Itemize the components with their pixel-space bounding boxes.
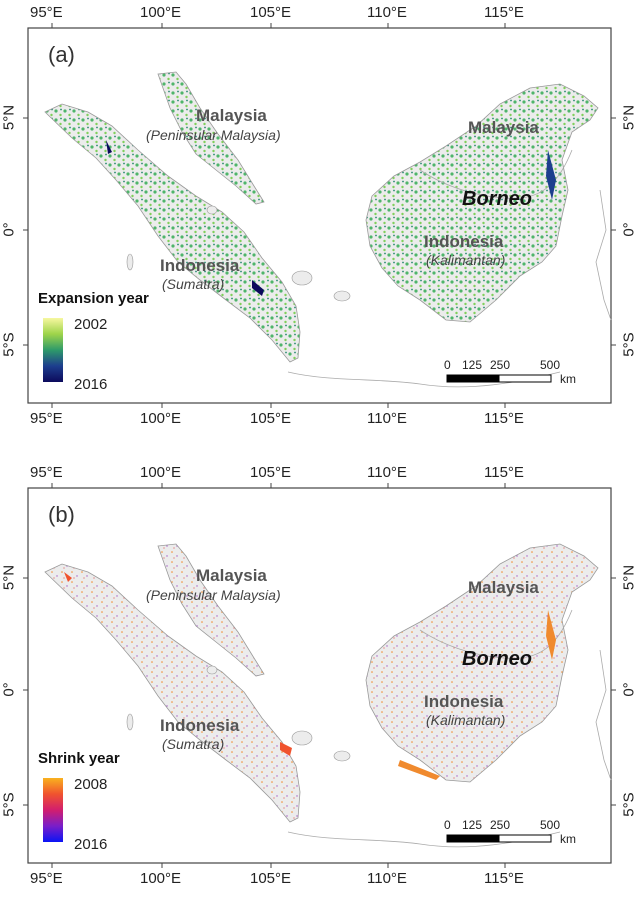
legend-color-ramp <box>43 318 63 382</box>
lon-tick-100-top: 100°E <box>140 464 182 481</box>
label-sumatra: (Sumatra) <box>162 276 225 292</box>
scalebar-tick-0: 0 <box>444 818 451 832</box>
label-peninsular-malaysia: (Peninsular Malaysia) <box>146 587 281 603</box>
lon-tick-110-bottom: 110°E <box>367 870 407 887</box>
scalebar-tick-250: 250 <box>490 818 511 832</box>
panel-label: (b) <box>48 502 75 527</box>
lon-tick-100-top: 100°E <box>140 4 182 21</box>
map-panel-b: 95°E 100°E 105°E 110°E 115°E 95°E 100°E … <box>0 460 639 910</box>
panel-label: (a) <box>48 42 75 67</box>
label-indonesia-sumatra: Indonesia <box>160 256 240 275</box>
legend-title: Expansion year <box>38 290 149 307</box>
legend-start-value: 2008 <box>74 776 108 793</box>
scalebar-tick-125: 125 <box>462 358 483 372</box>
lon-tick-115-bottom: 115°E <box>484 870 524 887</box>
borneo-landmass <box>365 83 599 323</box>
map-panel-a: 95°E 100°E 105°E 110°E 115°E 95°E 100°E … <box>0 0 639 450</box>
lon-tick-95-top: 95°E <box>30 464 63 481</box>
lat-tick-5s-right: 5°S <box>620 332 638 357</box>
lon-tick-105-bottom: 105°E <box>250 870 292 887</box>
lat-tick-5n-left: 5°N <box>0 104 18 131</box>
label-indonesia-kalimantan: Indonesia <box>424 692 504 711</box>
scalebar-tick-500: 500 <box>540 818 561 832</box>
legend-color-ramp <box>43 778 63 842</box>
lon-tick-110-top: 110°E <box>367 464 407 481</box>
scalebar-tick-500: 500 <box>540 358 561 372</box>
lon-tick-105-bottom: 105°E <box>250 410 292 427</box>
lat-tick-0-right: 0° <box>620 682 638 697</box>
scalebar-a <box>446 374 552 383</box>
label-indonesia-kalimantan: Indonesia <box>424 232 504 251</box>
lon-tick-115-bottom: 115°E <box>484 410 524 427</box>
lon-tick-100-bottom: 100°E <box>140 410 182 427</box>
label-peninsular-malaysia: (Peninsular Malaysia) <box>146 127 281 143</box>
lon-tick-115-top: 115°E <box>484 464 524 481</box>
legend-start-value: 2002 <box>74 316 108 333</box>
label-borneo: Borneo <box>462 648 532 670</box>
lat-tick-5n-left: 5°N <box>0 564 18 591</box>
scalebar-unit: km <box>560 372 576 386</box>
label-malaysia-borneo: Malaysia <box>468 578 539 597</box>
lon-tick-110-top: 110°E <box>367 4 407 21</box>
lon-tick-95-top: 95°E <box>30 4 63 21</box>
lon-tick-105-top: 105°E <box>250 464 292 481</box>
map-a-svg <box>23 23 616 408</box>
scalebar-tick-125: 125 <box>462 818 483 832</box>
legend-title: Shrink year <box>38 750 120 767</box>
map-b-svg <box>23 483 616 868</box>
label-kalimantan: (Kalimantan) <box>426 712 506 728</box>
label-kalimantan: (Kalimantan) <box>426 252 506 268</box>
legend-end-value: 2016 <box>74 376 108 393</box>
label-borneo: Borneo <box>462 188 532 210</box>
peninsular-malaysia-landmass <box>157 543 265 677</box>
scalebar-tick-250: 250 <box>490 358 511 372</box>
lat-tick-0-right: 0° <box>620 222 638 237</box>
label-malaysia-borneo: Malaysia <box>468 118 539 137</box>
lat-tick-0-left: 0° <box>0 222 18 237</box>
scalebar-unit: km <box>560 832 576 846</box>
lat-tick-5n-right: 5°N <box>620 104 638 131</box>
lon-tick-110-bottom: 110°E <box>367 410 407 427</box>
lon-tick-100-bottom: 100°E <box>140 870 182 887</box>
lon-tick-115-top: 115°E <box>484 4 524 21</box>
scalebar-b <box>446 834 552 843</box>
scalebar-tick-0: 0 <box>444 358 451 372</box>
lon-tick-105-top: 105°E <box>250 4 292 21</box>
label-malaysia-peninsular: Malaysia <box>196 566 267 585</box>
lon-tick-95-bottom: 95°E <box>30 870 63 887</box>
peninsular-malaysia-landmass <box>157 71 265 205</box>
lat-tick-5n-right: 5°N <box>620 564 638 591</box>
sumatra-landmass <box>44 103 301 363</box>
lon-tick-95-bottom: 95°E <box>30 410 63 427</box>
label-sumatra: (Sumatra) <box>162 736 225 752</box>
label-malaysia-peninsular: Malaysia <box>196 106 267 125</box>
borneo-landmass <box>365 543 599 783</box>
lat-tick-5s-left: 5°S <box>0 792 18 817</box>
lat-tick-5s-left: 5°S <box>0 332 18 357</box>
label-indonesia-sumatra: Indonesia <box>160 716 240 735</box>
lat-tick-5s-right: 5°S <box>620 792 638 817</box>
lat-tick-0-left: 0° <box>0 682 18 697</box>
legend-end-value: 2016 <box>74 836 108 853</box>
sumatra-landmass <box>44 563 301 823</box>
